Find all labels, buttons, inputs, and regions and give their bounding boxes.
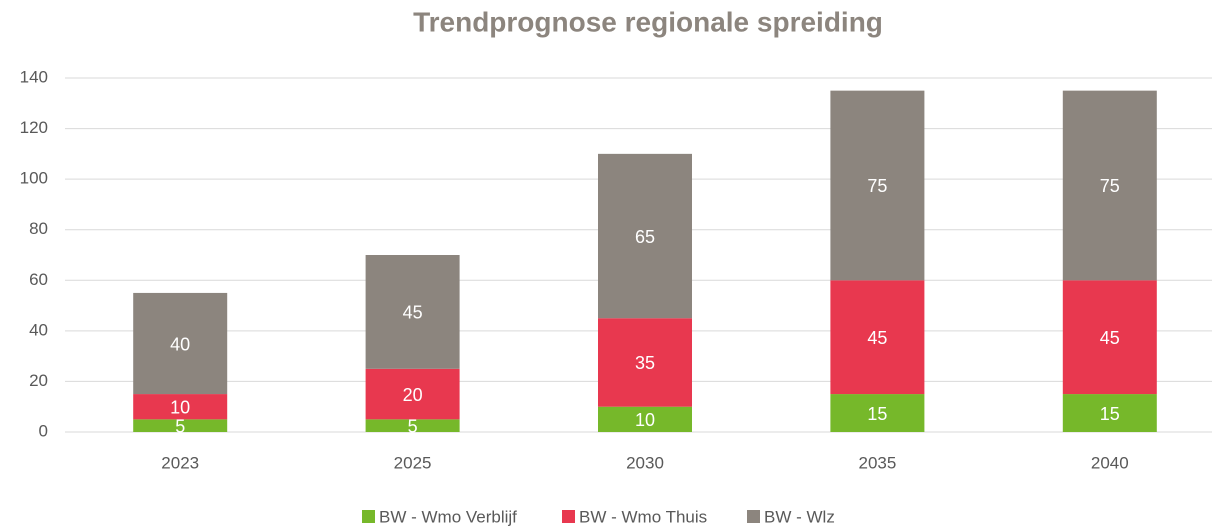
bar-segment	[365, 419, 460, 432]
x-tick-label: 2040	[1091, 453, 1129, 472]
data-label: 65	[635, 227, 655, 247]
y-tick-label: 60	[29, 270, 48, 289]
data-label: 45	[403, 303, 423, 323]
data-label: 75	[1100, 176, 1120, 196]
y-tick-label: 120	[20, 118, 48, 137]
bar-segment	[1062, 280, 1157, 395]
bar-segment	[133, 292, 228, 395]
data-label: 35	[635, 353, 655, 373]
x-tick-label: 2023	[161, 453, 199, 472]
bar-segment	[830, 90, 925, 281]
legend-swatch	[362, 510, 375, 523]
data-label: 5	[408, 416, 418, 436]
legend-swatch	[562, 510, 575, 523]
bar-segment	[598, 318, 692, 407]
legend-label: BW - Wlz	[764, 507, 835, 526]
bar-segment	[133, 419, 228, 432]
bar-segment	[1062, 394, 1157, 432]
data-label: 5	[175, 416, 185, 436]
y-tick-label: 20	[29, 371, 48, 390]
legend-label: BW - Wmo Verblijf	[379, 507, 517, 526]
x-tick-label: 2025	[394, 453, 432, 472]
data-label: 40	[170, 334, 190, 354]
bar-segment	[365, 368, 460, 420]
data-label: 20	[403, 385, 423, 405]
data-label: 45	[867, 328, 887, 348]
data-label: 15	[867, 404, 887, 424]
bar-segment	[365, 255, 460, 369]
y-tick-label: 40	[29, 320, 48, 339]
bar-segment	[1062, 90, 1157, 281]
x-tick-label: 2030	[626, 453, 664, 472]
y-tick-label: 100	[20, 169, 48, 188]
bar-segment	[133, 394, 228, 420]
data-label: 45	[1100, 328, 1120, 348]
data-label: 10	[170, 397, 190, 417]
data-label: 15	[1100, 404, 1120, 424]
y-tick-label: 0	[39, 421, 48, 440]
data-label: 10	[635, 410, 655, 430]
bar-segment	[830, 280, 925, 395]
x-tick-label: 2035	[858, 453, 896, 472]
data-label: 75	[867, 176, 887, 196]
chart-title: Trendprognose regionale spreiding	[413, 6, 883, 37]
y-tick-label: 140	[20, 67, 48, 86]
legend-swatch	[747, 510, 760, 523]
bar-segment	[598, 153, 692, 319]
legend-label: BW - Wmo Thuis	[579, 507, 707, 526]
y-tick-label: 80	[29, 219, 48, 238]
bar-segment	[598, 406, 692, 432]
bar-segment	[830, 394, 925, 432]
